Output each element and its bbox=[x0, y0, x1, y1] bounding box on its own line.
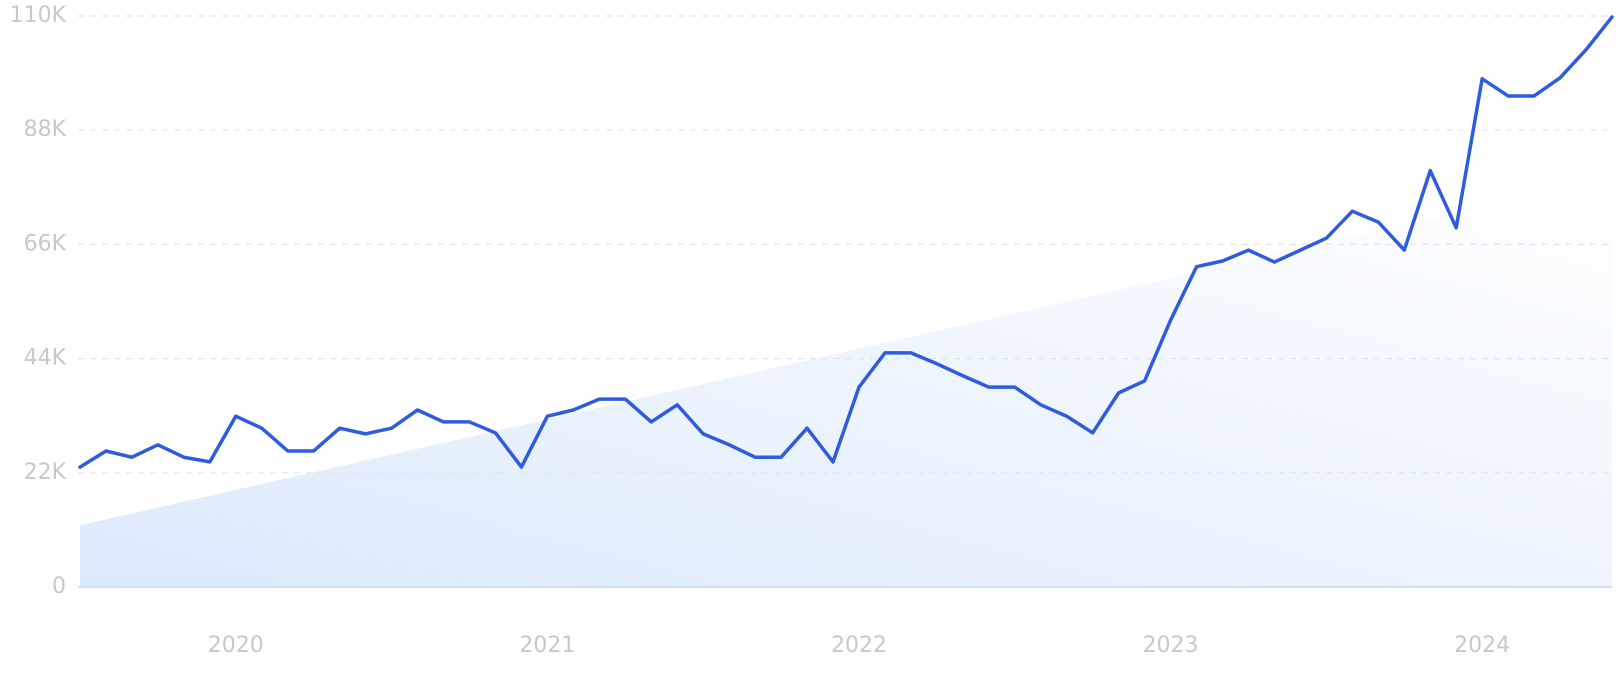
x-tick-label: 2021 bbox=[519, 633, 575, 658]
y-tick-label: 22K bbox=[24, 460, 67, 485]
x-tick-label: 2023 bbox=[1143, 633, 1199, 658]
x-tick-label: 2022 bbox=[831, 633, 887, 658]
y-tick-label: 88K bbox=[24, 117, 67, 142]
x-tick-label: 2020 bbox=[208, 633, 264, 658]
line bbox=[78, 15, 1614, 469]
y-tick-label: 44K bbox=[24, 346, 67, 371]
trend-area bbox=[80, 177, 1612, 587]
y-tick-label: 110K bbox=[10, 3, 67, 28]
x-tick-label: 2024 bbox=[1454, 633, 1510, 658]
y-tick-label: 66K bbox=[24, 231, 67, 256]
y-tick-label: 0 bbox=[52, 574, 66, 599]
